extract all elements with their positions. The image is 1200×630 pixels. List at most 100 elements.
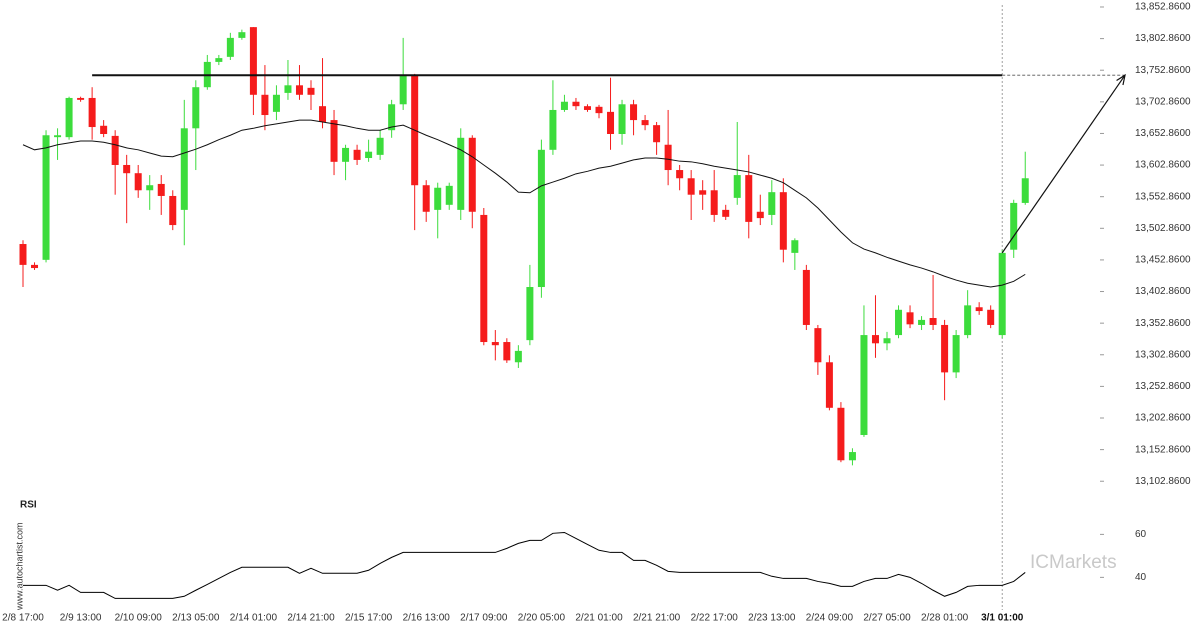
candle-body: [457, 137, 465, 210]
y-tick-label: 13,852.8600: [1135, 2, 1191, 13]
candle-body: [319, 106, 327, 122]
y-tick-label: 13,302.8600: [1135, 349, 1191, 360]
y-tick-label: 13,352.8600: [1135, 318, 1191, 329]
candle-body: [998, 252, 1006, 336]
candle-body: [77, 97, 85, 100]
x-tick-label: 2/23 13:00: [748, 613, 796, 624]
x-tick-label: 2/14 21:00: [287, 613, 335, 624]
x-tick-label: 2/17 09:00: [460, 613, 508, 624]
candle-body: [88, 97, 96, 128]
x-tick-label: 2/22 17:00: [691, 613, 739, 624]
candle-body: [941, 324, 949, 373]
x-tick-label: 2/27 05:00: [863, 613, 911, 624]
candle-body: [284, 85, 292, 93]
y-tick-label: 13,252.8600: [1135, 381, 1191, 392]
y-tick-label: 13,602.8600: [1135, 160, 1191, 171]
candle-body: [618, 104, 626, 134]
candle-body: [929, 318, 937, 325]
x-tick-label: 3/1 01:00: [981, 613, 1024, 624]
candle-body: [871, 335, 879, 344]
rsi-title: RSI: [20, 500, 37, 511]
candle-body: [987, 309, 995, 325]
candle-body: [975, 307, 983, 312]
candle-body: [756, 211, 764, 219]
x-tick-label: 2/16 13:00: [403, 613, 451, 624]
y-tick-label: 60: [1135, 529, 1147, 540]
candle-body: [733, 175, 741, 198]
x-tick-label: 2/13 05:00: [172, 613, 220, 624]
candle-body: [699, 190, 707, 195]
candle-body: [918, 319, 926, 325]
candle-body: [249, 27, 257, 95]
x-tick-label: 2/9 13:00: [60, 613, 102, 624]
x-tick-label: 2/10 09:00: [115, 613, 163, 624]
forecast-arrowhead: [1116, 73, 1126, 86]
forecast-arrow: [1001, 74, 1126, 254]
candle-body: [238, 32, 246, 38]
candle-body: [134, 173, 142, 191]
x-tick-label: 2/20 05:00: [518, 613, 566, 624]
candle-body: [895, 309, 903, 336]
candle-body: [964, 305, 972, 336]
x-tick-label: 2/28 01:00: [921, 613, 969, 624]
candle-body: [514, 350, 522, 363]
candle-body: [31, 264, 39, 269]
candle-body: [422, 185, 430, 212]
candle-body: [779, 192, 787, 250]
y-tick-label: 13,552.8600: [1135, 191, 1191, 202]
y-tick-label: 13,152.8600: [1135, 444, 1191, 455]
candle-body: [100, 125, 108, 134]
candle-body: [710, 190, 718, 215]
candle-body: [65, 97, 73, 138]
candle-body: [54, 135, 62, 138]
candle-body: [261, 94, 269, 116]
x-tick-label: 2/21 21:00: [633, 613, 681, 624]
x-tick-label: 2/14 01:00: [230, 613, 278, 624]
candle-body: [653, 125, 661, 143]
candle-body: [123, 164, 131, 174]
candle-body: [595, 106, 603, 114]
candle-body: [952, 335, 960, 373]
y-tick-label: 13,402.8600: [1135, 286, 1191, 297]
candle-body: [883, 338, 891, 344]
candle-body: [169, 195, 177, 226]
candle-body: [687, 178, 695, 195]
candle-body: [1010, 202, 1018, 250]
y-tick-label: 13,502.8600: [1135, 223, 1191, 234]
y-tick-label: 13,752.8600: [1135, 65, 1191, 76]
watermark: www.autochartist.com: [14, 522, 24, 611]
candle-body: [906, 312, 914, 325]
candle-body: [641, 120, 649, 126]
candle-body: [664, 144, 672, 171]
candle-body: [825, 362, 833, 408]
candle-body: [180, 128, 188, 210]
candle-body: [19, 244, 27, 265]
y-tick-label: 13,202.8600: [1135, 413, 1191, 424]
candle-body: [434, 187, 442, 210]
candle-body: [42, 135, 50, 260]
candle-body: [560, 101, 568, 110]
candle-body: [215, 58, 223, 62]
x-tick-label: 2/8 17:00: [2, 613, 44, 624]
candle-body: [272, 94, 280, 112]
candle-body: [607, 111, 615, 134]
candle-body: [791, 240, 799, 253]
candle-body: [722, 209, 730, 217]
candle-body: [111, 135, 119, 165]
x-tick-label: 2/15 17:00: [345, 613, 393, 624]
candle-body: [342, 147, 350, 162]
candle-body: [583, 106, 591, 110]
candle-body: [353, 149, 361, 160]
candle-body: [146, 185, 154, 191]
y-tick-label: 13,452.8600: [1135, 255, 1191, 266]
candle-body: [572, 101, 580, 107]
candle-body: [860, 335, 868, 435]
candle-body: [157, 183, 165, 196]
candle-body: [526, 287, 534, 341]
y-tick-label: 13,702.8600: [1135, 96, 1191, 107]
candle-body: [376, 137, 384, 155]
candle-body: [549, 109, 557, 150]
candle-body: [468, 137, 476, 212]
logo: ICMarkets: [1030, 552, 1117, 573]
candle-body: [630, 104, 638, 121]
